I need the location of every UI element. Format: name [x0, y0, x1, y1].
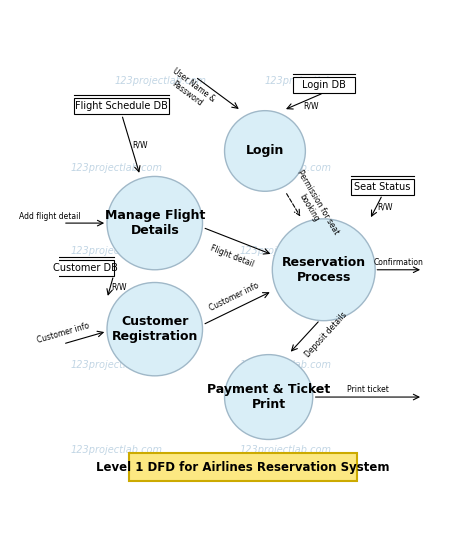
Text: R/W: R/W	[112, 283, 127, 291]
Text: Customer DB: Customer DB	[53, 263, 118, 273]
Text: 123projectlab.com: 123projectlab.com	[70, 163, 162, 173]
Text: Flight detail: Flight detail	[209, 244, 255, 268]
Text: 123projectlab.com: 123projectlab.com	[239, 163, 331, 173]
Text: Reservation
Process: Reservation Process	[282, 256, 366, 284]
Text: Customer
Registration: Customer Registration	[111, 315, 198, 343]
Text: Deposit details: Deposit details	[304, 310, 349, 359]
Ellipse shape	[272, 219, 375, 321]
Text: 123projectlab.com: 123projectlab.com	[239, 246, 331, 256]
Text: 123projectlab.com: 123projectlab.com	[70, 246, 162, 256]
Text: Login DB: Login DB	[302, 80, 346, 90]
Text: 123projectlab.com: 123projectlab.com	[114, 76, 206, 86]
Bar	[74, 99, 170, 115]
Text: Login: Login	[246, 144, 284, 158]
Text: 123projectlab.com: 123projectlab.com	[239, 360, 331, 370]
Text: User Name &
Password: User Name & Password	[164, 67, 217, 112]
Text: Customer info: Customer info	[208, 282, 260, 314]
Text: Payment & Ticket
Print: Payment & Ticket Print	[207, 383, 330, 411]
Text: 123projectlab.com: 123projectlab.com	[239, 445, 331, 455]
Ellipse shape	[225, 111, 305, 191]
Text: R/W: R/W	[303, 101, 319, 110]
Text: Permission for seat
booking: Permission for seat booking	[287, 169, 341, 241]
Text: R/W: R/W	[132, 141, 148, 149]
Text: Customer info: Customer info	[36, 322, 90, 345]
Bar	[55, 260, 114, 276]
Text: 123projectlab.com: 123projectlab.com	[70, 445, 162, 455]
Text: Level 1 DFD for Airlines Reservation System: Level 1 DFD for Airlines Reservation Sys…	[96, 461, 390, 473]
Bar	[351, 179, 414, 195]
Text: Seat Status: Seat Status	[355, 182, 410, 192]
Ellipse shape	[107, 176, 202, 270]
Text: 123projectlab.com: 123projectlab.com	[265, 76, 357, 86]
Text: Print ticket: Print ticket	[347, 385, 389, 394]
Bar	[292, 77, 355, 93]
Ellipse shape	[225, 355, 313, 440]
Ellipse shape	[107, 283, 202, 376]
Text: Confirmation: Confirmation	[374, 258, 424, 267]
Text: Add flight detail: Add flight detail	[19, 212, 81, 222]
Text: Flight Schedule DB: Flight Schedule DB	[75, 101, 168, 111]
Text: R/W: R/W	[377, 203, 393, 212]
Text: 123projectlab.com: 123projectlab.com	[70, 360, 162, 370]
FancyBboxPatch shape	[129, 453, 357, 481]
Text: Manage Flight
Details: Manage Flight Details	[105, 209, 205, 237]
